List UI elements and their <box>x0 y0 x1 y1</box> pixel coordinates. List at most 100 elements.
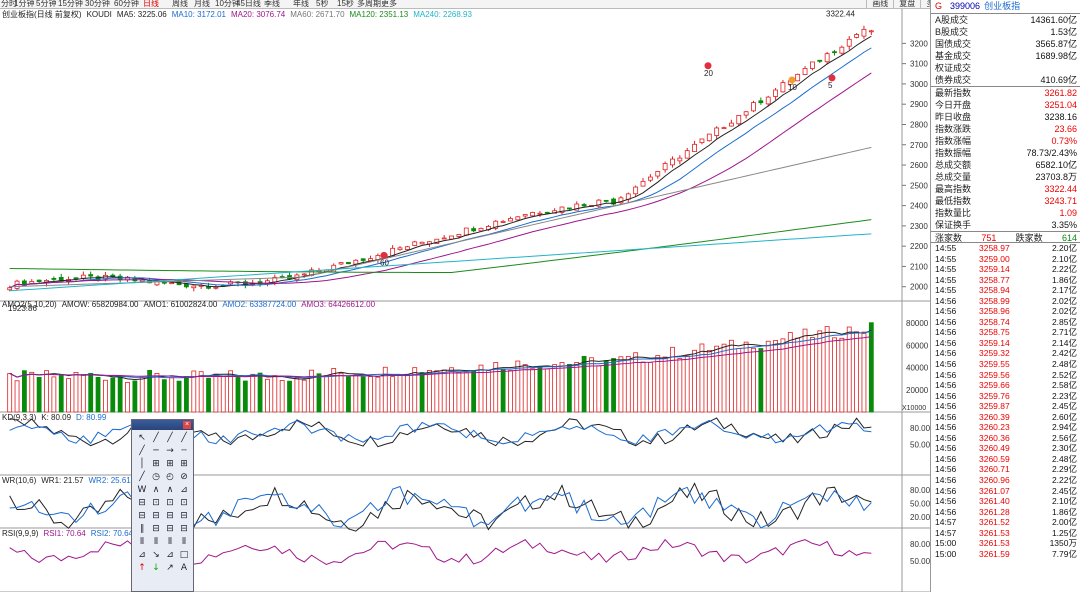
tick-row[interactable]: 14:56 3259.55 2.48亿 <box>931 359 1080 370</box>
draw-tool-icon[interactable]: ╱ <box>153 433 159 443</box>
draw-tool-icon[interactable]: ╌ <box>181 446 187 456</box>
period-tab[interactable]: 5分钟 <box>36 0 57 8</box>
tick-row[interactable]: 14:56 3258.75 2.71亿 <box>931 327 1080 338</box>
draw-tool-icon[interactable]: ⊟ <box>166 524 174 534</box>
draw-tool-icon[interactable]: ⊟ <box>180 511 188 521</box>
draw-tool-icon[interactable]: ⫴ <box>168 537 172 547</box>
period-tab[interactable]: 15秒 <box>337 0 354 8</box>
draw-tool-icon[interactable]: │ <box>139 459 145 469</box>
tick-row[interactable]: 14:55 3258.94 2.17亿 <box>931 285 1080 296</box>
tick-row[interactable]: 14:56 3260.49 2.30亿 <box>931 443 1080 454</box>
tick-row[interactable]: 14:55 3259.00 2.10亿 <box>931 254 1080 265</box>
toolbar-button[interactable]: 画线 <box>866 0 893 9</box>
draw-tool-icon[interactable]: ╱ <box>181 433 187 443</box>
tick-row[interactable]: 14:56 3259.14 2.14亿 <box>931 338 1080 349</box>
period-tab[interactable]: 10分钟 <box>215 0 240 8</box>
period-tab[interactable]: 60分钟 <box>114 0 139 8</box>
draw-tool-icon[interactable]: ⊞ <box>152 459 160 469</box>
draw-tool-icon[interactable]: ⊘ <box>180 472 188 482</box>
draw-tool-icon[interactable]: ╱ <box>139 472 145 482</box>
draw-tool-icon[interactable]: ⊟ <box>166 511 174 521</box>
period-tab[interactable]: 多周期 <box>357 0 381 8</box>
volume-bar <box>736 348 742 413</box>
close-icon[interactable]: × <box>183 421 191 429</box>
draw-tool-icon[interactable]: ⫴ <box>140 537 144 547</box>
period-tab[interactable]: 月线 <box>194 0 210 8</box>
palette-titlebar[interactable]: × <box>132 420 193 430</box>
tick-row[interactable]: 14:56 3260.71 2.29亿 <box>931 464 1080 475</box>
draw-tool-icon[interactable]: ⊟ <box>138 511 146 521</box>
tick-row[interactable]: 14:56 3259.76 2.23亿 <box>931 391 1080 402</box>
draw-tool-icon[interactable]: ─ <box>153 446 159 456</box>
tick-row[interactable]: 14:55 3258.97 2.20亿 <box>931 243 1080 254</box>
tick-row[interactable]: 14:56 3258.96 2.02亿 <box>931 306 1080 317</box>
draw-tool-icon[interactable]: ∧ <box>152 485 160 495</box>
draw-tool-icon[interactable]: ⫴ <box>154 537 158 547</box>
tick-row[interactable]: 14:56 3258.99 2.02亿 <box>931 296 1080 307</box>
draw-tool-icon[interactable]: ⊿ <box>138 550 146 560</box>
draw-tool-icon[interactable]: A <box>180 563 188 573</box>
period-tab[interactable]: 45日线 <box>236 0 261 8</box>
draw-tool-icon[interactable]: □ <box>179 550 189 560</box>
tick-row[interactable]: 14:57 3261.52 2.00亿 <box>931 517 1080 528</box>
period-tab[interactable]: 日线 <box>143 0 159 8</box>
draw-tool-icon[interactable]: ↗ <box>166 563 174 573</box>
draw-tool-icon[interactable]: → <box>166 446 174 456</box>
chart-area[interactable]: 3200 3100 3000 2900 2800 2700 2600 2500 2400 2300… <box>0 9 930 592</box>
draw-tool-icon[interactable]: ⊟ <box>138 498 146 508</box>
tick-row[interactable]: 14:55 3258.77 1.86亿 <box>931 275 1080 286</box>
tick-row[interactable]: 15:00 3261.59 7.79亿 <box>931 549 1080 560</box>
period-tab[interactable]: 周线 <box>172 0 188 8</box>
tick-row[interactable]: 14:55 3259.14 2.22亿 <box>931 264 1080 275</box>
draw-tool-icon[interactable]: ⊿ <box>180 485 188 495</box>
tick-row[interactable]: 14:56 3259.56 2.52亿 <box>931 370 1080 381</box>
tick-row[interactable]: 14:56 3260.96 2.22亿 <box>931 475 1080 486</box>
period-tab[interactable]: 季线 <box>264 0 280 8</box>
period-tab[interactable]: 30分钟 <box>85 0 110 8</box>
draw-tool-icon[interactable]: ⊞ <box>180 459 188 469</box>
tick-row[interactable]: 14:56 3261.07 2.45亿 <box>931 486 1080 497</box>
tick-row[interactable]: 14:56 3261.28 1.86亿 <box>931 507 1080 518</box>
draw-tool-icon[interactable]: ↘ <box>152 550 160 560</box>
draw-tool-icon[interactable]: ◴ <box>166 472 174 482</box>
draw-tool-icon[interactable]: ⊡ <box>166 498 174 508</box>
tick-row[interactable]: 14:56 3258.74 2.85亿 <box>931 317 1080 328</box>
tick-list[interactable]: 14:55 3258.97 2.20亿 14:55 3259.00 2.10亿 14:55 3… <box>931 243 1080 559</box>
draw-tool-icon[interactable]: ◷ <box>152 472 160 482</box>
tick-row[interactable]: 14:56 3259.32 2.42亿 <box>931 348 1080 359</box>
period-tab[interactable]: 更多 <box>381 0 397 8</box>
period-tab[interactable]: 1分钟 <box>14 0 35 8</box>
draw-tool-icon[interactable]: ⊟ <box>180 524 188 534</box>
draw-tool-icon[interactable]: ⊟ <box>152 511 160 521</box>
period-tab[interactable]: 年线 <box>293 0 309 8</box>
chart-canvas[interactable]: 3200 3100 3000 2900 2800 2700 2600 2500 2400 2300… <box>0 9 930 592</box>
tick-row[interactable]: 14:56 3259.87 2.45亿 <box>931 401 1080 412</box>
period-tab[interactable]: 分时 <box>1 0 17 8</box>
period-tab[interactable]: 15分钟 <box>58 0 83 8</box>
tick-row[interactable]: 14:56 3260.59 2.48亿 <box>931 454 1080 465</box>
drawing-tools-palette[interactable]: × ↖ ╱ ╱ ╱ ╱ ─ → ╌ │ ⊞ ⊞ ⊞ ╱ ◷ ◴ ⊘ W ∧ ∧ ⊿ ⊟ ⊡ ⊡ ⊡ ⊟ ⊟ ⊟ ⊟ ∥ ⊟ ⊟ ⊟ ⫴ ⫴ ⫴ ⫴ ⊿ ↘… <box>131 419 194 592</box>
draw-tool-icon[interactable]: ╱ <box>167 433 173 443</box>
tick-row[interactable]: 14:56 3259.66 2.58亿 <box>931 380 1080 391</box>
draw-tool-icon[interactable]: ⊡ <box>180 498 188 508</box>
draw-tool-icon[interactable]: ⊟ <box>152 524 160 534</box>
toolbar-button[interactable]: 复盘 <box>893 0 920 9</box>
draw-tool-icon[interactable]: W <box>137 485 147 495</box>
draw-tool-icon[interactable]: ⊿ <box>166 550 174 560</box>
draw-tool-icon[interactable]: ↖ <box>138 433 146 443</box>
tick-row[interactable]: 14:56 3260.23 2.94亿 <box>931 422 1080 433</box>
draw-tool-icon[interactable]: ↑ <box>138 563 146 573</box>
draw-tool-icon[interactable]: ⊞ <box>166 459 174 469</box>
tick-row[interactable]: 14:56 3261.40 2.10亿 <box>931 496 1080 507</box>
draw-tool-icon[interactable]: ↓ <box>152 563 160 573</box>
draw-tool-icon[interactable]: ╱ <box>139 446 145 456</box>
tick-row[interactable]: 14:56 3260.36 2.56亿 <box>931 433 1080 444</box>
tick-row[interactable]: 14:57 3261.53 1.25亿 <box>931 528 1080 539</box>
period-tab[interactable]: 5秒 <box>316 0 329 8</box>
draw-tool-icon[interactable]: ⫴ <box>182 537 186 547</box>
tick-row[interactable]: 15:00 3261.53 1350万 <box>931 538 1080 549</box>
tick-row[interactable]: 14:56 3260.39 2.60亿 <box>931 412 1080 423</box>
draw-tool-icon[interactable]: ⊡ <box>152 498 160 508</box>
draw-tool-icon[interactable]: ∥ <box>139 524 145 534</box>
draw-tool-icon[interactable]: ∧ <box>166 485 174 495</box>
